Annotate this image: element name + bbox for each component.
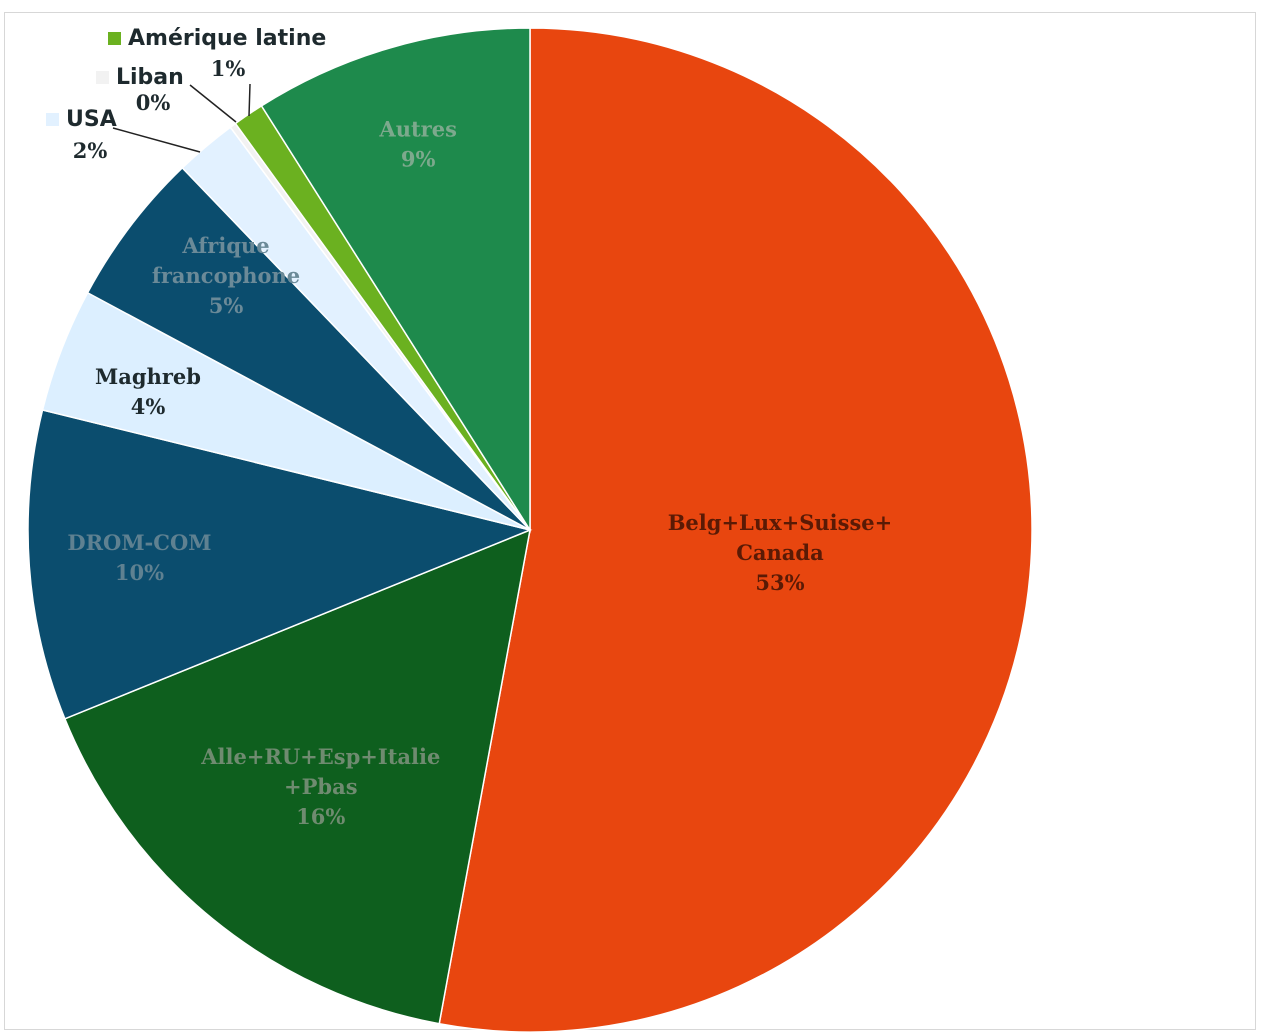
slice-label-drom-com: DROM-COM: [67, 530, 211, 555]
leader-line-liban: [189, 84, 237, 123]
slice-value-alle-ru-esp-italie-pbas: 16%: [296, 804, 345, 829]
slice-label-usa: USA: [66, 107, 117, 132]
slice-value-usa: 2%: [73, 138, 108, 163]
slice-value-belg-lux-suisse-canada: 53%: [755, 570, 804, 595]
leader-line-usa: [112, 127, 201, 153]
slice-label-afrique-francophone: Afrique: [181, 233, 269, 258]
slice-label-afrique-francophone: francophone: [152, 263, 300, 288]
pie-slice-alle-ru-esp-italie-pbas: [63, 528, 531, 1025]
slice-label-belg-lux-suisse-canada: Canada: [736, 540, 824, 565]
pie-slice-drom-com: [27, 409, 533, 720]
slice-value-autres: 9%: [401, 146, 436, 171]
slice-label-autres: Autres: [378, 116, 457, 141]
slice-label-belg-lux-suisse-canada: Belg+Lux+Suisse+: [668, 510, 893, 535]
leader-lines: [112, 83, 251, 153]
pie-slice-afrique-francophone: [86, 166, 531, 531]
leader-line-amerique-latine: [248, 83, 251, 117]
slice-value-liban: 0%: [136, 90, 171, 115]
legend-key-usa: [46, 113, 59, 126]
slice-value-amerique-latine: 1%: [211, 56, 246, 81]
chart-frame: [4, 12, 1256, 1030]
slice-value-drom-com: 10%: [115, 560, 164, 585]
slice-value-maghreb: 4%: [131, 394, 166, 419]
pie-slice-autres: [260, 27, 531, 533]
slice-label-liban: Liban: [116, 65, 184, 90]
legend-key-liban: [96, 71, 109, 84]
pie-slice-belg-lux-suisse-canada: [438, 27, 1033, 1033]
slice-label-amerique-latine: Amérique latine: [128, 26, 326, 51]
slice-label-alle-ru-esp-italie-pbas: +Pbas: [284, 774, 358, 799]
slice-label-alle-ru-esp-italie-pbas: Alle+RU+Esp+Italie: [200, 744, 440, 769]
slice-label-maghreb: Maghreb: [95, 364, 201, 389]
pie-slices: [27, 27, 1033, 1033]
slice-labels: Belg+Lux+Suisse+ Canada 53% Alle+RU+Esp+Ita…: [46, 26, 892, 829]
slice-value-afrique-francophone: 5%: [209, 293, 244, 318]
legend-key-amerique-latine: [108, 32, 121, 45]
